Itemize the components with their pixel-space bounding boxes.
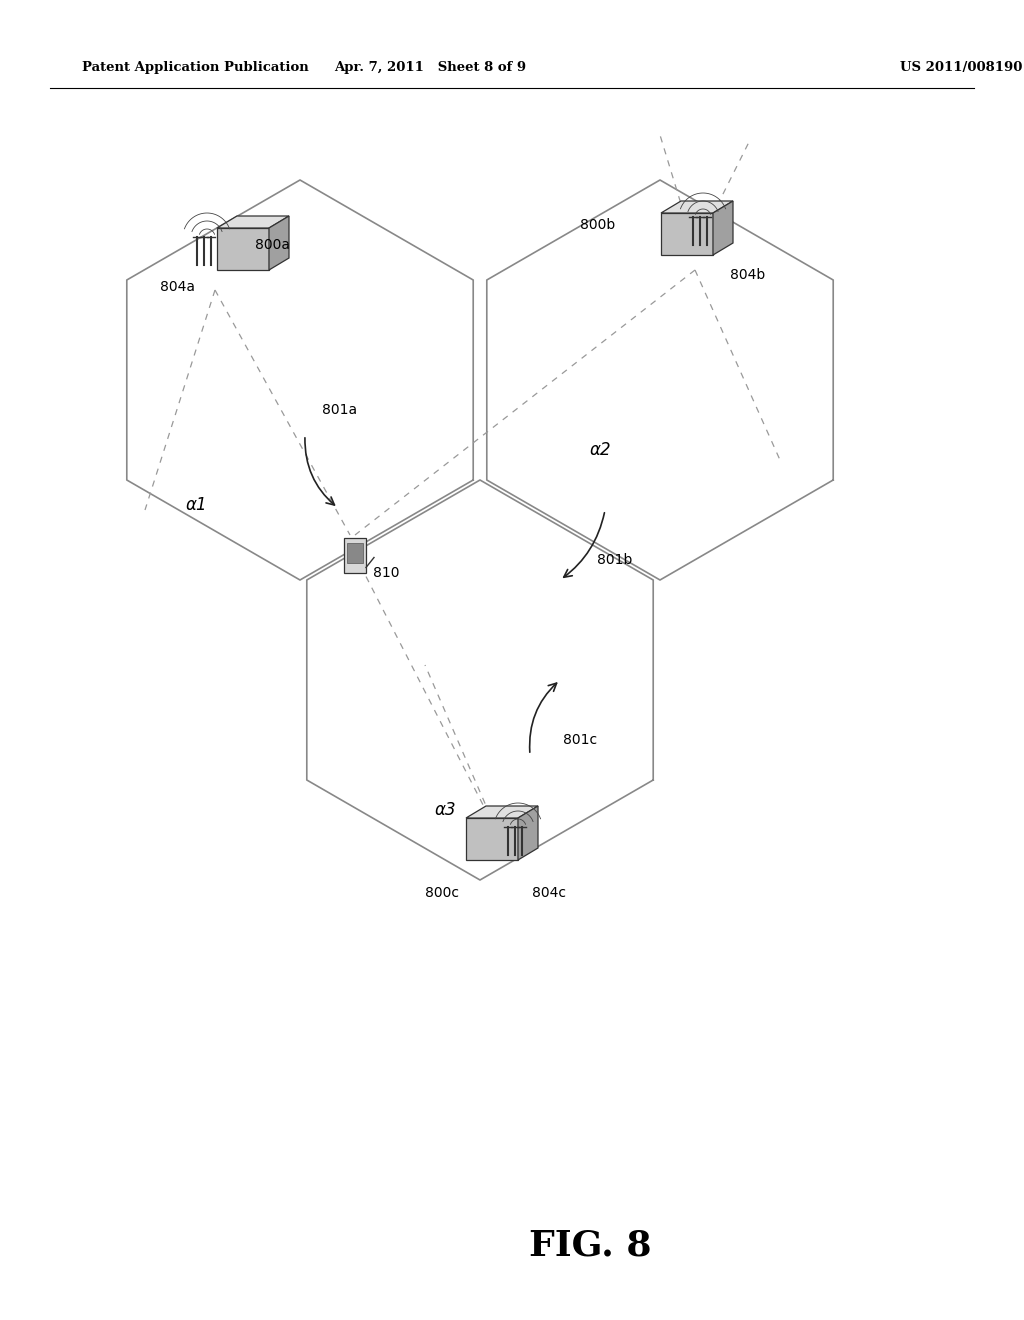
Polygon shape <box>466 807 538 818</box>
FancyArrowPatch shape <box>564 512 604 577</box>
Text: 801c: 801c <box>563 733 597 747</box>
Polygon shape <box>518 807 538 861</box>
Polygon shape <box>347 543 362 562</box>
Polygon shape <box>662 201 733 213</box>
Polygon shape <box>269 216 289 271</box>
Text: 810: 810 <box>373 566 399 579</box>
Text: 801a: 801a <box>323 403 357 417</box>
Text: 800c: 800c <box>425 886 459 900</box>
Text: α1: α1 <box>185 496 207 513</box>
Text: 804a: 804a <box>160 280 195 294</box>
Text: α2: α2 <box>589 441 610 459</box>
Text: α3: α3 <box>434 801 456 818</box>
Text: 801b: 801b <box>597 553 633 568</box>
Polygon shape <box>344 537 366 573</box>
Text: Patent Application Publication: Patent Application Publication <box>82 62 309 74</box>
Text: 800a: 800a <box>255 238 290 252</box>
FancyArrowPatch shape <box>529 684 557 752</box>
Text: FIG. 8: FIG. 8 <box>528 1228 651 1262</box>
Polygon shape <box>217 216 289 228</box>
Polygon shape <box>217 228 269 271</box>
Text: US 2011/0081901 A1: US 2011/0081901 A1 <box>900 62 1024 74</box>
Text: Apr. 7, 2011   Sheet 8 of 9: Apr. 7, 2011 Sheet 8 of 9 <box>334 62 526 74</box>
Text: 804b: 804b <box>730 268 765 282</box>
Text: 804c: 804c <box>532 886 566 900</box>
Polygon shape <box>662 213 713 255</box>
FancyArrowPatch shape <box>305 438 335 506</box>
Polygon shape <box>466 818 518 861</box>
Polygon shape <box>713 201 733 255</box>
Text: 800b: 800b <box>580 218 615 232</box>
